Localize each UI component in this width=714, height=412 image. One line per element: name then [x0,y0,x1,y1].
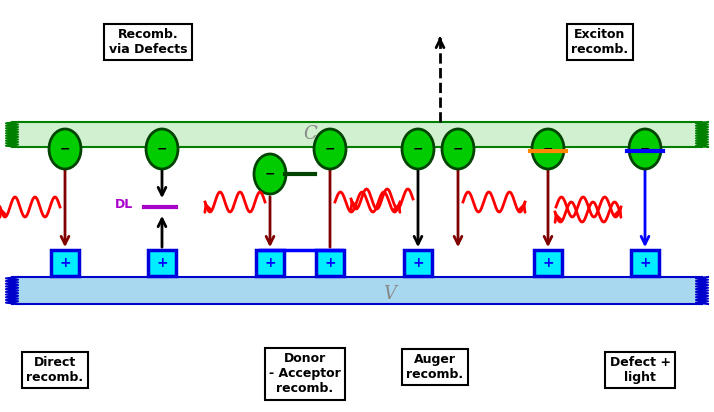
Text: −: − [413,143,423,155]
Text: Donor
- Acceptor
recomb.: Donor - Acceptor recomb. [269,353,341,396]
Ellipse shape [442,129,474,169]
Text: +: + [542,256,554,270]
Text: C: C [303,125,317,143]
Text: Auger
recomb.: Auger recomb. [406,353,463,381]
Bar [631,250,659,276]
Text: −: − [60,143,70,155]
Text: +: + [324,256,336,270]
Text: +: + [639,256,651,270]
Text: DL: DL [115,197,133,211]
Text: Exciton
recomb.: Exciton recomb. [571,28,628,56]
Text: −: − [157,143,167,155]
Text: V: V [383,285,396,303]
Ellipse shape [254,154,286,194]
Text: Defect +
light: Defect + light [610,356,670,384]
Text: −: − [265,168,276,180]
Ellipse shape [314,129,346,169]
Text: +: + [156,256,168,270]
Bar [148,250,176,276]
Bar [12,122,702,147]
Ellipse shape [49,129,81,169]
Text: −: − [325,143,336,155]
Ellipse shape [146,129,178,169]
Text: −: − [453,143,463,155]
Text: +: + [412,256,424,270]
Bar [316,250,344,276]
Bar [534,250,562,276]
Text: −: − [543,143,553,155]
Bar [404,250,432,276]
Text: Recomb.
via Defects: Recomb. via Defects [109,28,187,56]
Ellipse shape [629,129,661,169]
Text: Direct
recomb.: Direct recomb. [26,356,84,384]
Ellipse shape [402,129,434,169]
Text: −: − [640,143,650,155]
Text: +: + [264,256,276,270]
Bar [51,250,79,276]
Text: +: + [59,256,71,270]
Ellipse shape [532,129,564,169]
Bar [12,277,702,304]
Bar [256,250,284,276]
